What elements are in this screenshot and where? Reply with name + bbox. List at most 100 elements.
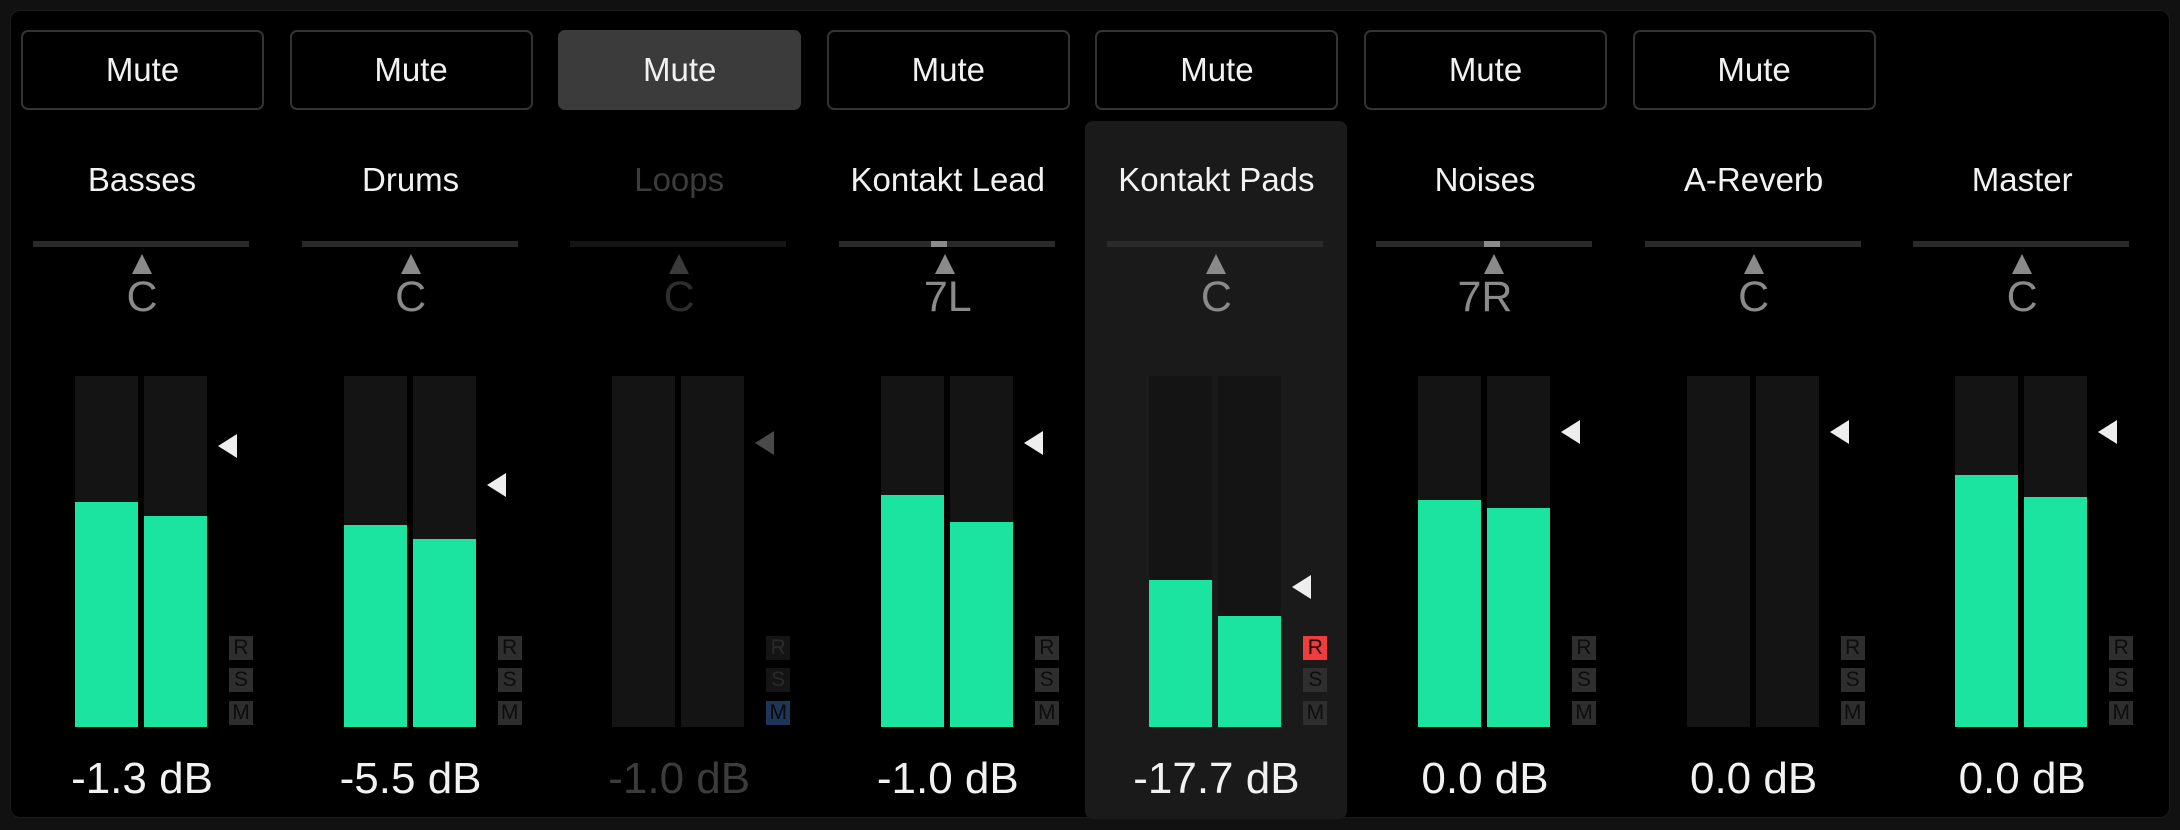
channel-name[interactable]: A-Reverb: [1683, 161, 1824, 198]
pan-value: 7L: [923, 273, 972, 321]
mute-toggle-button[interactable]: M: [1034, 701, 1059, 725]
pan-slider[interactable]: [570, 241, 787, 247]
channel-name[interactable]: Basses: [87, 161, 197, 198]
record-arm-button[interactable]: R: [1303, 636, 1328, 660]
channel-strip-kontakt-pads[interactable]: Kontakt Pads C R S M -17.7 dB: [1085, 121, 1348, 819]
channel-strip-master[interactable]: Master C R S M 0.0 dB: [1891, 121, 2153, 819]
solo-button[interactable]: S: [766, 668, 791, 692]
channel-name[interactable]: Drums: [362, 161, 460, 198]
record-arm-button[interactable]: R: [1034, 636, 1059, 660]
pan-slider[interactable]: [1913, 241, 2130, 247]
pan-value: C: [663, 273, 695, 321]
mute-button-a-reverb[interactable]: Mute: [1632, 30, 1876, 110]
mute-button-kontakt-lead[interactable]: Mute: [826, 30, 1070, 110]
channel-strip-loops[interactable]: Loops C R S M -1.0 dB: [548, 121, 810, 819]
pan-value: C: [395, 273, 427, 321]
channel-strip-a-reverb[interactable]: A-Reverb C R S M 0.0 dB: [1623, 121, 1885, 819]
record-arm-button[interactable]: R: [766, 636, 791, 660]
volume-value: 0.0 dB: [1689, 754, 1818, 803]
channel-strip-kontakt-lead[interactable]: Kontakt Lead 7L R S M -1.0 dB: [817, 121, 1079, 819]
level-meter-right: [1218, 376, 1282, 727]
meter-fill-left: [75, 502, 138, 727]
volume-value: -5.5 dB: [339, 754, 482, 803]
mute-button-noises[interactable]: Mute: [1364, 30, 1607, 110]
solo-button[interactable]: S: [1572, 668, 1596, 692]
volume-value: -1.3 dB: [71, 754, 213, 803]
pan-value: C: [1738, 273, 1770, 321]
pan-pointer-icon: [1206, 254, 1227, 274]
record-arm-button[interactable]: R: [497, 636, 522, 660]
channel-name[interactable]: Noises: [1434, 161, 1536, 198]
volume-fader-handle-icon[interactable]: [218, 434, 237, 459]
volume-fader-handle-icon[interactable]: [486, 472, 506, 497]
pan-value: C: [2006, 273, 2038, 321]
channel-name[interactable]: Kontakt Pads: [1118, 161, 1315, 198]
level-meter-right: [144, 376, 207, 727]
pan-value: C: [1200, 273, 1232, 321]
meter-fill-left: [343, 525, 407, 727]
channel-strip-noises[interactable]: Noises 7R R S M 0.0 dB: [1354, 121, 1616, 819]
level-meter-right: [412, 376, 476, 727]
volume-fader-handle-icon[interactable]: [755, 430, 775, 455]
volume-fader-handle-icon[interactable]: [2098, 420, 2118, 445]
record-arm-button[interactable]: R: [1572, 636, 1596, 660]
pan-slider[interactable]: [1644, 241, 1861, 247]
volume-value: -1.0 dB: [876, 754, 1019, 803]
pan-pointer-icon: [1484, 254, 1504, 274]
mute-button-basses[interactable]: Mute: [21, 30, 264, 110]
meter-fill-right: [1487, 507, 1550, 727]
channel-strip-drums[interactable]: Drums C R S M -5.5 dB: [280, 121, 542, 819]
volume-fader-handle-icon[interactable]: [1292, 574, 1312, 599]
pan-slider[interactable]: [1107, 241, 1324, 247]
solo-button[interactable]: S: [1840, 668, 1865, 692]
channel-name[interactable]: Master: [1971, 161, 2073, 198]
channel-name[interactable]: Loops: [634, 161, 725, 198]
pan-value: C: [126, 273, 158, 321]
record-arm-button[interactable]: R: [229, 636, 253, 660]
pan-pointer-icon: [2012, 254, 2033, 274]
solo-button[interactable]: S: [229, 668, 253, 692]
meter-fill-left: [880, 495, 944, 727]
mute-toggle-button[interactable]: M: [229, 701, 253, 725]
mixer-panel: Mute Mute Mute Mute Mute Mute Mute Basse…: [10, 10, 2170, 819]
pan-pointer-icon: [1743, 254, 1764, 274]
level-meter-left: [612, 376, 676, 727]
volume-fader-handle-icon[interactable]: [1829, 420, 1849, 445]
meter-fill-right: [949, 521, 1013, 727]
channel-strip-basses[interactable]: Basses C R S M -1.3 dB: [11, 121, 273, 819]
level-meter-right: [1487, 376, 1550, 727]
mute-button-loops[interactable]: Mute: [558, 30, 802, 110]
level-meter-right: [2024, 376, 2088, 727]
solo-button[interactable]: S: [2109, 668, 2134, 692]
meter-fill-left: [1149, 579, 1213, 727]
pan-slider[interactable]: [1376, 241, 1592, 247]
pan-slider[interactable]: [838, 241, 1055, 247]
solo-button[interactable]: S: [497, 668, 522, 692]
level-meter-left: [1149, 376, 1213, 727]
record-arm-button[interactable]: R: [1840, 636, 1865, 660]
meter-fill-right: [412, 539, 476, 727]
record-arm-button[interactable]: R: [2109, 636, 2134, 660]
mute-toggle-button[interactable]: M: [766, 701, 791, 725]
level-meter-left: [1955, 376, 2019, 727]
mute-toggle-button[interactable]: M: [1840, 701, 1865, 725]
volume-fader-handle-icon[interactable]: [1023, 430, 1043, 455]
level-meter-right: [949, 376, 1013, 727]
channel-name[interactable]: Kontakt Lead: [850, 161, 1046, 198]
mute-button-drums[interactable]: Mute: [289, 30, 533, 110]
mute-button-kontakt-pads[interactable]: Mute: [1095, 30, 1339, 110]
mute-toggle-button[interactable]: M: [497, 701, 522, 725]
solo-button[interactable]: S: [1034, 668, 1059, 692]
mute-toggle-button[interactable]: M: [1303, 701, 1328, 725]
pan-indicator: [930, 241, 947, 247]
level-meter-left: [880, 376, 944, 727]
pan-slider[interactable]: [33, 241, 249, 247]
mute-toggle-button[interactable]: M: [1572, 701, 1596, 725]
pan-pointer-icon: [400, 254, 421, 274]
solo-button[interactable]: S: [1303, 668, 1328, 692]
pan-slider[interactable]: [301, 241, 518, 247]
mute-toggle-button[interactable]: M: [2109, 701, 2134, 725]
volume-fader-handle-icon[interactable]: [1561, 420, 1580, 445]
level-meter-right: [681, 376, 745, 727]
meter-fill-left: [1418, 499, 1481, 727]
